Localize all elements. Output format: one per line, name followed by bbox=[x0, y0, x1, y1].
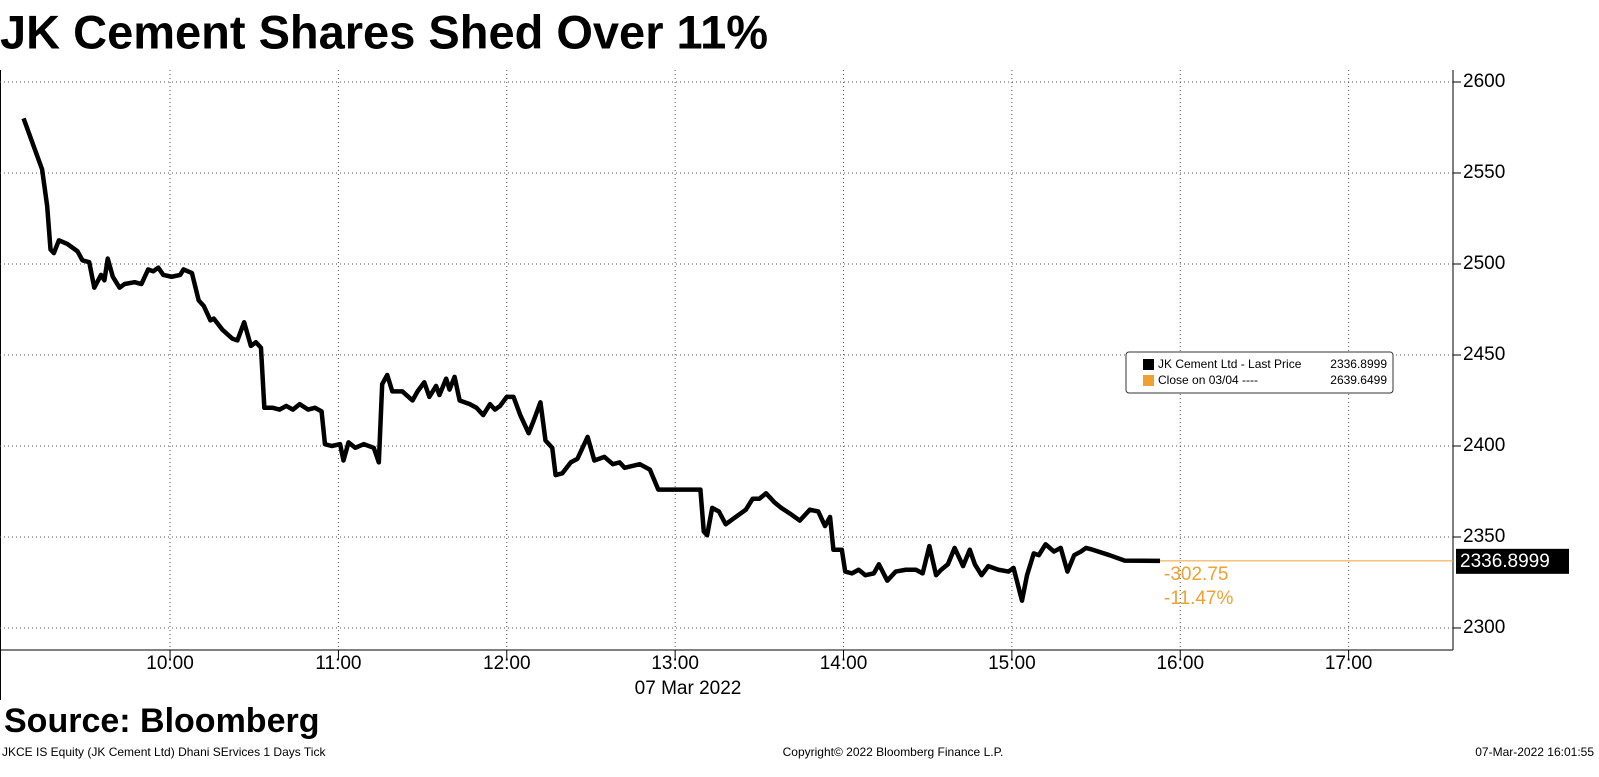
x-tick-label: 17:00 bbox=[1325, 653, 1373, 674]
x-tick-label: 15:00 bbox=[988, 653, 1036, 674]
x-tick-label: 11:00 bbox=[315, 653, 361, 674]
footer-left: JKCE IS Equity (JK Cement Ltd) Dhani SEr… bbox=[2, 745, 326, 759]
y-tick-label: 2350 bbox=[1463, 526, 1505, 547]
y-tick-label: 2600 bbox=[1463, 71, 1505, 92]
legend: JK Cement Ltd - Last Price 2336.8999 Close… bbox=[1125, 351, 1394, 394]
y-tick-label: 2450 bbox=[1463, 344, 1505, 365]
change-pct-annotation: -11.47% bbox=[1164, 588, 1233, 609]
y-tick-label: 2550 bbox=[1463, 162, 1505, 183]
legend-value: 2639.6499 bbox=[1330, 373, 1387, 387]
legend-swatch bbox=[1143, 359, 1154, 370]
legend-swatch bbox=[1143, 375, 1154, 386]
y-tick-label: 2500 bbox=[1463, 253, 1505, 274]
y-tick-label: 2300 bbox=[1463, 617, 1505, 638]
price-line bbox=[21, 117, 1161, 603]
legend-label: Close on 03/04 ---- bbox=[1158, 373, 1258, 387]
footer-center: Copyright© 2022 Bloomberg Finance L.P. bbox=[783, 745, 1004, 759]
last-price-tag bbox=[1456, 548, 1569, 574]
x-tick-label: 16:00 bbox=[1156, 653, 1204, 674]
x-tick-label: 13:00 bbox=[651, 653, 699, 674]
source: Source: Bloomberg bbox=[4, 702, 319, 740]
legend-box bbox=[1125, 351, 1394, 394]
y-tick-label: 2400 bbox=[1463, 435, 1505, 456]
x-axis-label: 07 Mar 2022 bbox=[635, 678, 742, 699]
change-annotation: -302.75 bbox=[1164, 564, 1228, 585]
x-tick-label: 14:00 bbox=[820, 653, 868, 674]
footer-right: 07-Mar-2022 16:01:55 bbox=[1475, 745, 1594, 759]
x-tick-label: 10:00 bbox=[146, 653, 194, 674]
x-tick-label: 12:00 bbox=[483, 653, 531, 674]
legend-value: 2336.8999 bbox=[1330, 357, 1387, 371]
last-price-label: 2336.8999 bbox=[1460, 551, 1550, 572]
legend-label: JK Cement Ltd - Last Price bbox=[1158, 357, 1302, 371]
chart-title: JK Cement Shares Shed Over 11% bbox=[0, 5, 768, 58]
